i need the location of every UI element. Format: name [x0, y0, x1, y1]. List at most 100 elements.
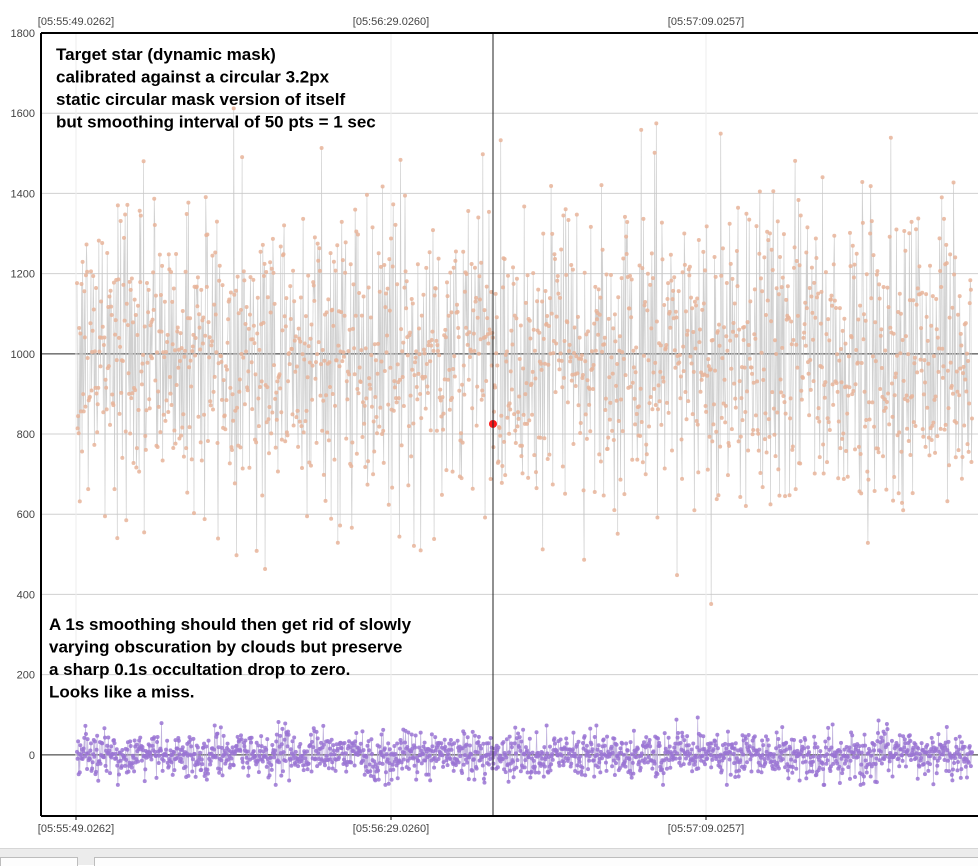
series-point-0	[321, 398, 326, 403]
series-point-1	[744, 760, 749, 765]
series-point-0	[814, 256, 819, 260]
series-point-1	[439, 741, 444, 746]
series-point-0	[761, 367, 766, 372]
series-point-0	[164, 349, 168, 354]
series-point-0	[840, 436, 845, 441]
series-point-1	[102, 726, 107, 731]
series-point-0	[542, 361, 547, 366]
series-point-1	[139, 758, 144, 763]
series-point-1	[411, 756, 416, 761]
series-point-0	[227, 461, 232, 466]
series-point-0	[365, 482, 370, 487]
series-point-1	[694, 755, 699, 760]
series-point-1	[442, 737, 447, 742]
series-point-0	[142, 324, 147, 329]
series-point-0	[403, 269, 408, 274]
series-point-0	[115, 536, 120, 541]
series-point-1	[366, 739, 371, 744]
series-point-0	[514, 316, 519, 321]
series-point-0	[373, 394, 378, 399]
series-point-1	[622, 759, 627, 764]
series-point-1	[486, 762, 491, 767]
series-point-1	[369, 751, 374, 756]
series-point-1	[830, 722, 835, 727]
series-point-0	[597, 312, 602, 317]
series-point-0	[178, 331, 183, 336]
series-point-0	[788, 396, 793, 401]
series-point-0	[537, 330, 542, 335]
series-point-0	[741, 338, 746, 343]
series-point-1	[330, 760, 335, 765]
scrollbar-left-button[interactable]	[0, 857, 78, 866]
series-point-0	[150, 356, 154, 361]
series-point-0	[625, 219, 630, 224]
series-point-0	[639, 420, 644, 424]
series-point-0	[611, 326, 616, 331]
series-point-1	[764, 749, 769, 754]
series-point-0	[903, 248, 908, 253]
series-point-0	[922, 380, 927, 385]
series-point-1	[687, 751, 692, 756]
series-point-0	[681, 344, 686, 349]
series-point-0	[108, 288, 113, 293]
series-point-1	[886, 742, 891, 747]
series-point-0	[614, 398, 619, 403]
series-point-0	[116, 335, 121, 340]
series-point-1	[310, 739, 315, 744]
series-point-1	[81, 746, 86, 751]
series-point-0	[642, 303, 647, 308]
series-point-0	[546, 362, 551, 367]
series-point-1	[92, 739, 97, 744]
series-point-1	[840, 771, 845, 776]
series-point-0	[301, 430, 306, 435]
series-point-0	[260, 493, 265, 498]
series-point-1	[291, 753, 296, 758]
series-point-0	[298, 295, 303, 300]
series-point-0	[75, 426, 80, 431]
series-point-1	[264, 764, 269, 769]
series-point-0	[447, 367, 452, 372]
series-point-1	[387, 747, 392, 752]
series-point-1	[506, 779, 511, 784]
series-point-0	[446, 377, 451, 382]
scrollbar-track[interactable]	[94, 857, 978, 866]
series-point-1	[788, 746, 793, 751]
series-point-0	[102, 335, 107, 340]
series-point-0	[236, 311, 241, 316]
series-point-0	[935, 434, 940, 439]
series-point-0	[392, 385, 397, 390]
series-point-0	[270, 236, 275, 241]
series-point-1	[464, 742, 469, 747]
series-point-1	[389, 777, 394, 782]
series-point-0	[578, 430, 583, 435]
series-point-0	[480, 152, 485, 157]
series-point-1	[148, 754, 153, 759]
series-point-0	[614, 383, 619, 388]
series-point-0	[238, 445, 243, 450]
series-point-0	[390, 264, 395, 269]
series-point-0	[348, 262, 353, 267]
series-point-0	[859, 360, 864, 365]
series-point-0	[689, 361, 694, 366]
annotation-1-line: static circular mask version of itself	[56, 90, 345, 109]
series-point-0	[547, 452, 552, 457]
series-point-1	[737, 768, 742, 773]
y-tick-label: 800	[17, 429, 35, 441]
series-point-1	[598, 770, 603, 775]
series-point-1	[155, 734, 160, 739]
series-point-0	[408, 393, 413, 398]
series-point-0	[311, 280, 316, 285]
series-point-1	[115, 763, 120, 768]
series-point-0	[530, 369, 535, 374]
series-point-0	[530, 412, 535, 417]
series-point-1	[239, 737, 244, 742]
series-point-0	[256, 424, 261, 429]
horizontal-scrollbar[interactable]	[0, 848, 978, 866]
series-point-0	[258, 385, 263, 390]
series-point-1	[152, 735, 157, 740]
series-point-1	[932, 756, 937, 761]
series-point-0	[105, 251, 110, 256]
series-point-0	[196, 414, 201, 419]
series-point-1	[542, 745, 547, 750]
series-point-1	[351, 749, 356, 754]
